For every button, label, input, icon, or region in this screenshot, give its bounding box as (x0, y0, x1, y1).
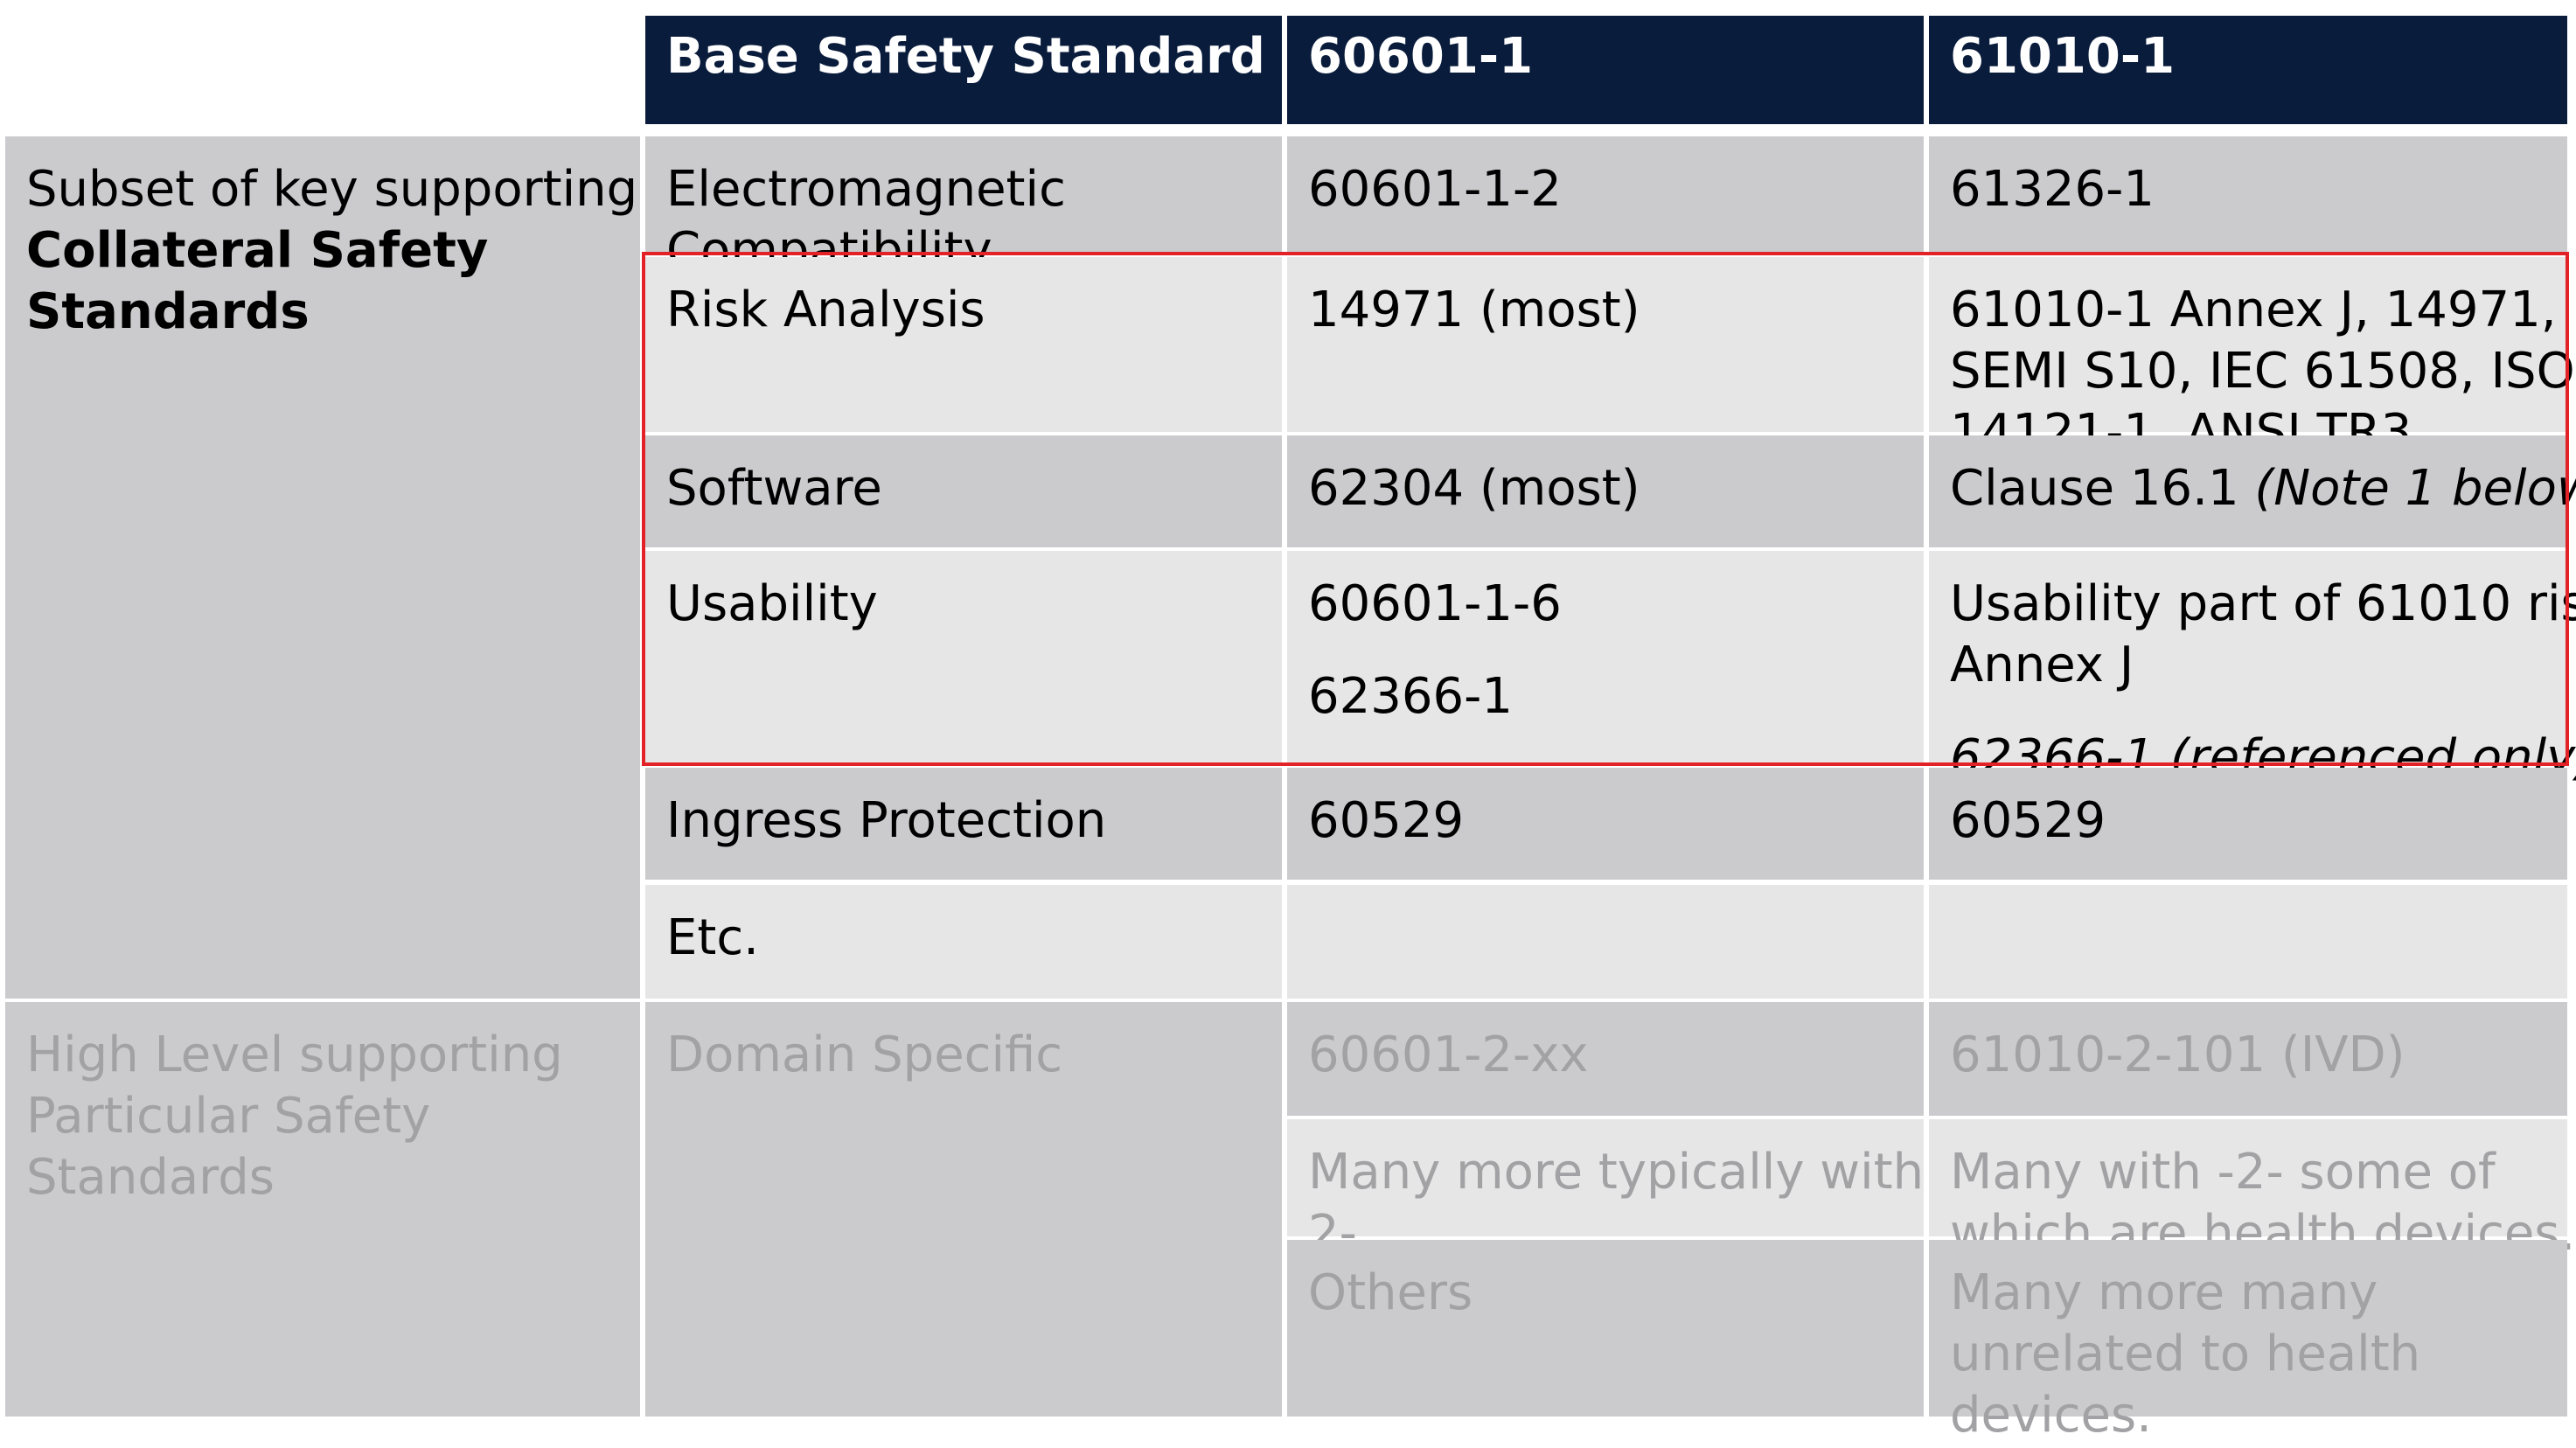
collateral-label-bold2: Standards (26, 283, 310, 340)
software-61010-note: (Note 1 below) (2254, 460, 2576, 517)
risk-60601-value: 14971 (most) (1308, 282, 1640, 338)
usability-60601-line2: 62366-1 (1308, 668, 1513, 725)
software-60601-cell: 62304 (most) (1287, 435, 1924, 547)
particular-r3-60601-cell: Others (1287, 1240, 1924, 1417)
software-60601-value: 62304 (most) (1308, 460, 1640, 517)
particular-r2-60601-line1: Many more typically with - (1308, 1144, 1958, 1201)
risk-61010-cell: 61010-1 Annex J, 14971, SEMI S10, IEC 61… (1929, 257, 2575, 461)
usability-60601-cell: 60601-1-6 62366-1 (1287, 551, 1924, 764)
software-61010-plain: Clause 16.1 (1950, 460, 2255, 517)
particular-r1-60601-value: 60601-2-xx (1308, 1027, 1589, 1083)
collateral-group-label: Subset of key supporting Collateral Safe… (5, 136, 640, 999)
etc-61010-cell (1929, 885, 2567, 999)
particular-r3-61010-line1: Many more many (1950, 1264, 2378, 1321)
software-61010-cell: Clause 16.1 (Note 1 below) (1929, 435, 2576, 547)
ingress-label-cell: Ingress Protection (645, 768, 1282, 880)
usability-label-cell: Usability (645, 551, 1282, 764)
particular-r3-60601-value: Others (1308, 1264, 1473, 1321)
collateral-label-bold1: Collateral Safety (26, 222, 489, 279)
particular-label-line1: High Level supporting (26, 1027, 563, 1083)
particular-r3-61010-line2: unrelated to health (1950, 1326, 2421, 1382)
particular-group-label: High Level supporting Particular Safety … (5, 1002, 640, 1417)
particular-r1-61010-value: 61010-2-101 (IVD) (1950, 1027, 2405, 1083)
etc-60601-cell (1287, 885, 1924, 999)
collateral-label-line1: Subset of key supporting (26, 161, 638, 218)
particular-r2-60601-cell: Many more typically with - 2- (1287, 1119, 1958, 1262)
risk-61010-line1: 61010-1 Annex J, 14971, (1950, 282, 2557, 338)
usability-60601-line1: 60601-1-6 (1308, 575, 1562, 632)
etc-label: Etc. (666, 909, 759, 966)
risk-label-cell: Risk Analysis (645, 257, 1282, 432)
particular-r2-61010-cell: Many with -2- some of which are health d… (1929, 1119, 2575, 1262)
ingress-label: Ingress Protection (666, 792, 1107, 849)
ingress-60601-cell: 60529 (1287, 768, 1924, 880)
header-col3-text: 61010-1 (1950, 28, 2176, 85)
risk-61010-line2: SEMI S10, IEC 61508, ISO (1950, 343, 2575, 400)
software-label-cell: Software (645, 435, 1282, 547)
usability-61010-line1: Usability part of 61010 risk (1950, 575, 2576, 632)
ingress-60601-value: 60529 (1308, 792, 1465, 849)
emc-61010-value: 61326-1 (1950, 161, 2155, 218)
usability-61010-line2: Annex J (1950, 637, 2134, 693)
header-base-safety-standard: Base Safety Standard (645, 16, 1282, 124)
header-col1-text: Base Safety Standard (666, 28, 1265, 85)
header-61010-1: 61010-1 (1929, 16, 2567, 124)
particular-r3-61010-line3: devices. (1950, 1387, 2152, 1444)
emc-61010-cell: 61326-1 (1929, 136, 2567, 254)
ingress-61010-value: 60529 (1950, 792, 2106, 849)
particular-r2-61010-line1: Many with -2- some of (1950, 1144, 2496, 1201)
particular-r1-61010-cell: 61010-2-101 (IVD) (1929, 1002, 2567, 1116)
ingress-61010-cell: 60529 (1929, 768, 2567, 880)
usability-61010-cell: Usability part of 61010 risk Annex J 623… (1929, 551, 2576, 786)
software-label: Software (666, 460, 882, 517)
domain-specific-cell: Domain Specific (645, 1002, 1282, 1417)
risk-label: Risk Analysis (666, 282, 985, 338)
header-col2-text: 60601-1 (1308, 28, 1534, 85)
emc-label-cell: Electromagnetic Compatibility (645, 136, 1282, 279)
header-60601-1: 60601-1 (1287, 16, 1924, 124)
emc-label-line1: Electromagnetic (666, 161, 1066, 218)
particular-r1-60601-cell: 60601-2-xx (1287, 1002, 1924, 1116)
emc-60601-value: 60601-1-2 (1308, 161, 1562, 218)
particular-label-line2: Particular Safety (26, 1088, 431, 1145)
particular-label-line3: Standards (26, 1149, 275, 1206)
particular-r3-61010-cell: Many more many unrelated to health devic… (1929, 1240, 2567, 1444)
risk-60601-cell: 14971 (most) (1287, 257, 1924, 432)
etc-label-cell: Etc. (645, 885, 1282, 999)
emc-60601-cell: 60601-1-2 (1287, 136, 1924, 254)
domain-specific-label: Domain Specific (666, 1027, 1063, 1083)
usability-label: Usability (666, 575, 878, 632)
